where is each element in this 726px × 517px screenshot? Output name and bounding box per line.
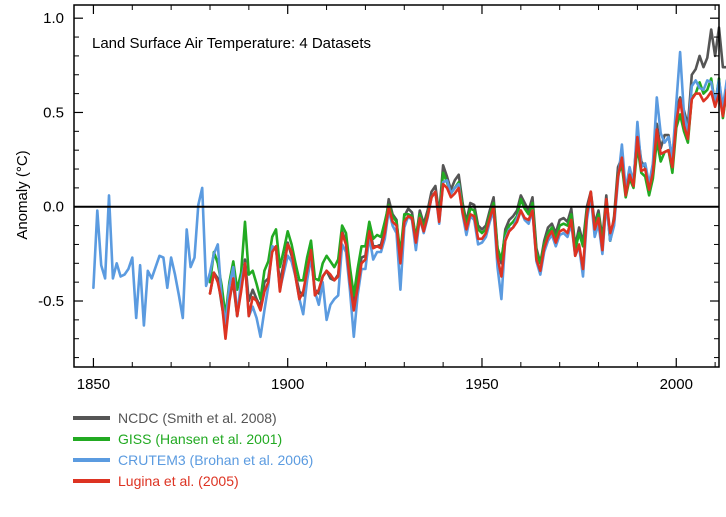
plot-frame (73, 4, 720, 368)
axis-ticks: 1850 1900 1950 2000 1.0 0.5 0.0 -0.5 (38, 5, 719, 393)
x-tick-label: 2000 (660, 376, 693, 393)
chart-title: Land Surface Air Temperature: 4 Datasets (92, 35, 371, 52)
y-tick-label: 0.5 (43, 104, 64, 121)
x-tick-label: 1900 (271, 376, 304, 393)
legend-label: GISS (Hansen et al. 2001) (118, 431, 282, 447)
series-layer (92, 26, 726, 341)
legend-label: CRUTEM3 (Brohan et al. 2006) (118, 452, 313, 468)
plot-border (73, 4, 720, 368)
x-tick-label: 1850 (77, 376, 110, 393)
series-line-crutem3-brohan-et-al-2006 (92, 50, 726, 339)
y-tick-label: 1.0 (43, 10, 64, 27)
y-tick-label: -0.5 (38, 293, 64, 310)
legend-label: NCDC (Smith et al. 2008) (118, 410, 277, 426)
y-axis-label: Anomaly (°C) (14, 150, 31, 239)
legend: NCDC (Smith et al. 2008) GISS (Hansen et … (73, 410, 313, 489)
series-line-lugina-et-al-2005 (208, 88, 726, 341)
y-tick-label: 0.0 (43, 199, 64, 216)
x-tick-label: 1950 (465, 376, 498, 393)
series-line-giss-hansen-et-al-2001 (208, 77, 726, 318)
legend-label: Lugina et al. (2005) (118, 473, 239, 489)
